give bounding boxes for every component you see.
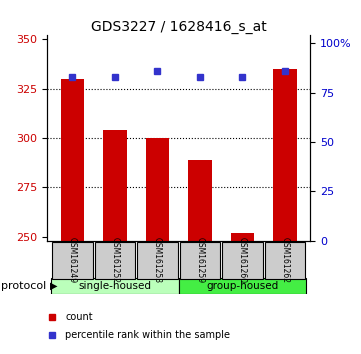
- Text: ▶: ▶: [50, 281, 58, 291]
- Text: single-housed: single-housed: [78, 281, 151, 291]
- Bar: [52, 242, 93, 279]
- Bar: [146, 138, 169, 354]
- Bar: [51, 278, 179, 294]
- Bar: [231, 233, 254, 354]
- Text: GSM161249: GSM161249: [68, 237, 77, 284]
- Bar: [179, 278, 306, 294]
- Text: GSM161259: GSM161259: [195, 237, 204, 284]
- Bar: [265, 242, 305, 279]
- Bar: [61, 79, 84, 354]
- Text: protocol: protocol: [1, 281, 46, 291]
- Bar: [95, 242, 135, 279]
- Bar: [273, 69, 297, 354]
- Text: count: count: [65, 312, 93, 322]
- Text: percentile rank within the sample: percentile rank within the sample: [65, 330, 230, 341]
- Text: GSM161260: GSM161260: [238, 237, 247, 284]
- Text: group-housed: group-housed: [206, 281, 279, 291]
- Text: GSM161262: GSM161262: [280, 238, 290, 283]
- Text: GSM161253: GSM161253: [153, 237, 162, 284]
- Bar: [188, 160, 212, 354]
- Text: GSM161252: GSM161252: [110, 238, 119, 283]
- Bar: [222, 242, 263, 279]
- Bar: [137, 242, 178, 279]
- Bar: [179, 242, 220, 279]
- Title: GDS3227 / 1628416_s_at: GDS3227 / 1628416_s_at: [91, 21, 266, 34]
- Bar: [103, 130, 127, 354]
